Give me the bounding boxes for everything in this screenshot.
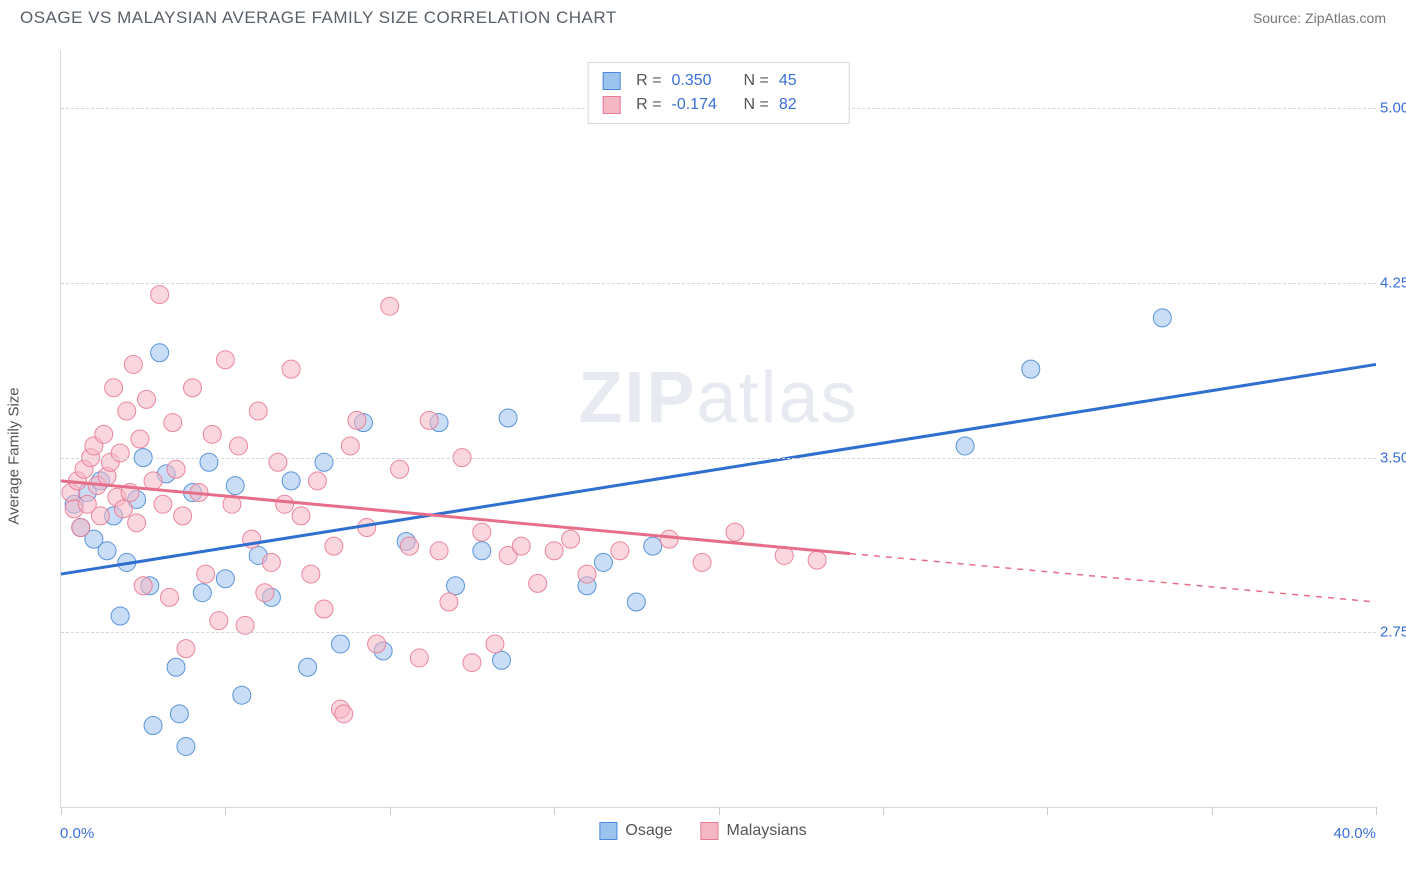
legend-stats-row-osage: R = 0.350 N = 45 (602, 69, 835, 93)
x-tick (1212, 807, 1213, 815)
swatch-osage-bottom (599, 822, 617, 840)
y-tick-label: 3.50 (1380, 449, 1406, 466)
y-gridline (61, 632, 1376, 633)
y-tick-label: 2.75 (1380, 624, 1406, 641)
legend-label-malaysians: Malaysians (727, 822, 807, 840)
trend-layer (61, 50, 1376, 807)
y-gridline (61, 283, 1376, 284)
y-gridline (61, 458, 1376, 459)
legend-stats-row-malaysians: R = -0.174 N = 82 (602, 93, 835, 117)
r-value-malaysians: -0.174 (672, 93, 728, 117)
n-label-osage: N = (744, 69, 769, 93)
x-tick (883, 807, 884, 815)
legend-label-osage: Osage (625, 822, 672, 840)
source-attribution: Source: ZipAtlas.com (1253, 10, 1386, 26)
x-tick (225, 807, 226, 815)
header: OSAGE VS MALAYSIAN AVERAGE FAMILY SIZE C… (0, 0, 1406, 32)
x-tick (1047, 807, 1048, 815)
r-label-osage: R = (636, 69, 661, 93)
x-tick (554, 807, 555, 815)
x-tick (719, 807, 720, 815)
r-value-osage: 0.350 (672, 69, 728, 93)
chart-container: Average Family Size ZIPatlas R = 0.350 N… (20, 40, 1386, 872)
y-tick-label: 4.25 (1380, 274, 1406, 291)
swatch-osage (602, 72, 620, 90)
n-value-malaysians: 82 (779, 93, 835, 117)
x-tick (61, 807, 62, 815)
x-tick (1376, 807, 1377, 815)
swatch-malaysians-bottom (701, 822, 719, 840)
chart-title: OSAGE VS MALAYSIAN AVERAGE FAMILY SIZE C… (20, 8, 617, 28)
legend-stats: R = 0.350 N = 45 R = -0.174 N = 82 (587, 62, 850, 124)
x-tick (390, 807, 391, 815)
trend-line-dashed (850, 554, 1376, 602)
x-axis-start-label: 0.0% (60, 825, 94, 842)
swatch-malaysians (602, 96, 620, 114)
n-label-malaysians: N = (744, 93, 769, 117)
trend-line (61, 481, 850, 554)
y-axis-label: Average Family Size (6, 387, 23, 524)
legend-item-osage: Osage (599, 822, 672, 840)
legend-item-malaysians: Malaysians (701, 822, 807, 840)
y-tick-label: 5.00 (1380, 100, 1406, 117)
legend-bottom: Osage Malaysians (599, 822, 806, 840)
plot-area: ZIPatlas R = 0.350 N = 45 R = -0.174 N =… (60, 50, 1376, 808)
n-value-osage: 45 (779, 69, 835, 93)
x-axis-end-label: 40.0% (1333, 825, 1376, 842)
r-label-malaysians: R = (636, 93, 661, 117)
